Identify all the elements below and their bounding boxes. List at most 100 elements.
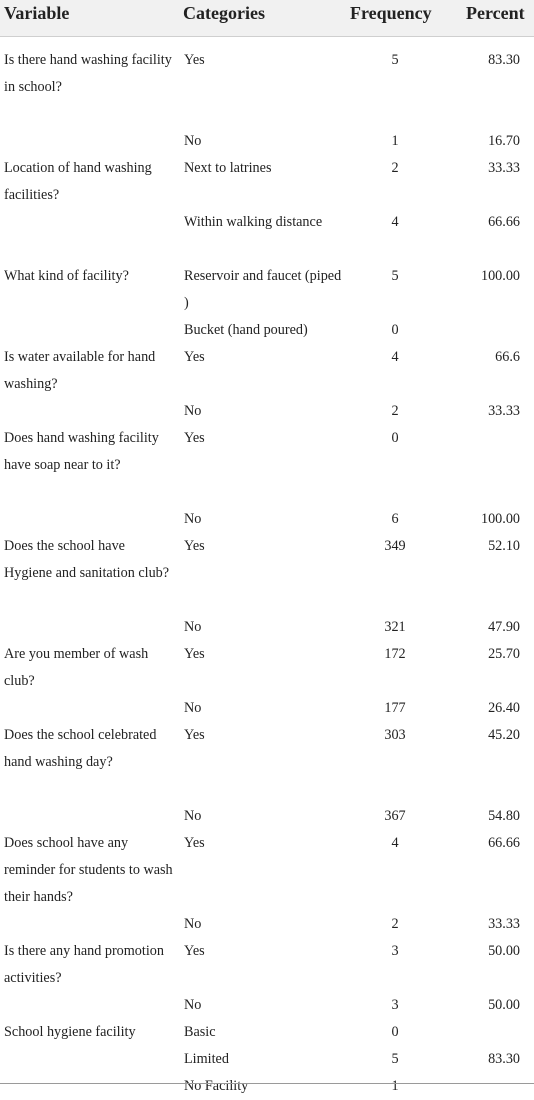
- table-row: Location of hand washing facilities? Next…: [0, 144, 534, 203]
- table-row: Limited 5 83.30: [0, 1035, 534, 1067]
- cell-frequency: 3: [391, 943, 399, 959]
- cell-percent: 100.00: [480, 268, 520, 284]
- table-row: No 321 47.90: [0, 603, 534, 635]
- table-row: No 367 54.80: [0, 792, 534, 824]
- cell-variable: Does school have any reminder for studen…: [4, 835, 173, 905]
- header-frequency: Frequency: [350, 3, 432, 23]
- cell-frequency: 0: [391, 430, 399, 446]
- cell-frequency: 0: [391, 322, 399, 338]
- cell-percent: 54.80: [488, 808, 520, 824]
- cell-percent: 26.40: [488, 700, 520, 716]
- cell-frequency: 0: [391, 1024, 399, 1040]
- table-row: No 177 26.40: [0, 684, 534, 716]
- cell-percent: 66.66: [488, 214, 520, 230]
- cell-percent: 66.66: [488, 835, 520, 851]
- cell-variable: Is there hand washing facility in school…: [4, 52, 172, 95]
- cell-frequency: 1: [391, 133, 399, 149]
- cell-variable: Location of hand washing facilities?: [4, 160, 152, 203]
- table-row: No 2 33.33: [0, 900, 534, 932]
- cell-category: Yes: [184, 430, 205, 446]
- cell-variable: What kind of facility?: [4, 268, 129, 284]
- table-row: No 2 33.33: [0, 387, 534, 419]
- cell-frequency: 172: [384, 646, 406, 662]
- table-row: Does school have any reminder for studen…: [0, 819, 534, 905]
- cell-frequency: 3: [391, 997, 399, 1013]
- table-row: No 1 16.70: [0, 117, 534, 149]
- cell-frequency: 4: [391, 214, 399, 230]
- cell-variable: School hygiene facility: [4, 1024, 136, 1040]
- cell-frequency: 1: [391, 1078, 399, 1094]
- cell-frequency: 5: [391, 1051, 399, 1067]
- table-row: No Facility 1: [0, 1062, 534, 1094]
- header-categories: Categories: [183, 3, 265, 23]
- table-row: No 3 50.00: [0, 981, 534, 1013]
- cell-category: Yes: [184, 538, 205, 554]
- cell-variable: Does hand washing facility have soap nea…: [4, 430, 159, 473]
- cell-percent: 47.90: [488, 619, 520, 635]
- cell-variable: Are you member of wash club?: [4, 646, 149, 689]
- cell-category: Within walking distance: [184, 214, 323, 230]
- cell-percent: 83.30: [488, 1051, 520, 1067]
- header-variable: Variable: [4, 3, 70, 23]
- cell-percent: 100.00: [480, 511, 520, 527]
- table-row: What kind of facility? Reservoir and fauc…: [0, 252, 534, 311]
- cell-variable: Does the school celebrated hand washing …: [4, 727, 157, 770]
- cell-percent: 52.10: [488, 538, 520, 554]
- cell-frequency: 367: [384, 808, 406, 824]
- cell-percent: 16.70: [488, 133, 520, 149]
- cell-category: No: [184, 619, 202, 635]
- cell-variable: Is there any hand promotion activities?: [4, 943, 164, 986]
- cell-frequency: 303: [384, 727, 406, 743]
- cell-category: Limited: [184, 1051, 229, 1067]
- cell-category: No: [184, 403, 202, 419]
- cell-category: Bucket (hand poured): [184, 322, 308, 338]
- table-row: Does the school celebrated hand washing …: [0, 711, 534, 792]
- cell-percent: 50.00: [488, 943, 520, 959]
- cell-frequency: 177: [384, 700, 406, 716]
- cell-percent: 33.33: [488, 160, 520, 176]
- cell-frequency: 5: [391, 268, 399, 284]
- cell-frequency: 349: [384, 538, 406, 554]
- cell-variable: Is water available for hand washing?: [4, 349, 156, 392]
- cell-category: Yes: [184, 646, 205, 662]
- cell-frequency: 6: [391, 511, 399, 527]
- cell-frequency: 2: [391, 403, 399, 419]
- cell-frequency: 321: [384, 619, 406, 635]
- cell-percent: 66.6: [495, 349, 520, 365]
- cell-frequency: 5: [391, 52, 399, 68]
- cell-category: Yes: [184, 52, 205, 68]
- cell-category: Yes: [184, 727, 205, 743]
- cell-percent: 25.70: [488, 646, 520, 662]
- table-row: Is there hand washing facility in school…: [0, 36, 534, 117]
- cell-percent: 33.33: [488, 403, 520, 419]
- table-row: School hygiene facility Basic 0: [0, 1008, 534, 1040]
- cell-category: No Facility: [184, 1078, 249, 1094]
- table-row: Are you member of wash club? Yes 172 25.70: [0, 630, 534, 689]
- table-row: Does hand washing facility have soap nea…: [0, 414, 534, 495]
- cell-category: No: [184, 511, 202, 527]
- cell-percent: 45.20: [488, 727, 520, 743]
- header-percent: Percent: [466, 3, 525, 23]
- cell-frequency: 4: [391, 835, 399, 851]
- cell-percent: 33.33: [488, 916, 520, 932]
- cell-category: Yes: [184, 943, 205, 959]
- table-row: Within walking distance 4 66.66: [0, 198, 534, 252]
- cell-category: No: [184, 700, 202, 716]
- cell-category: No: [184, 997, 202, 1013]
- cell-frequency: 4: [391, 349, 399, 365]
- cell-category: No: [184, 133, 202, 149]
- cell-category: Next to latrines: [184, 160, 272, 176]
- cell-category: Reservoir and faucet (piped ): [184, 268, 342, 311]
- table-row: Does the school have Hygiene and sanitat…: [0, 522, 534, 603]
- table-bottom-rule: [0, 1083, 534, 1084]
- cell-category: Yes: [184, 349, 205, 365]
- table-row: Is there any hand promotion activities? Y…: [0, 927, 534, 986]
- table-row: Is water available for hand washing? Yes 4…: [0, 333, 534, 392]
- cell-frequency: 2: [391, 916, 399, 932]
- cell-percent: 83.30: [488, 52, 520, 68]
- cell-variable: Does the school have Hygiene and sanitat…: [4, 538, 170, 581]
- cell-category: Basic: [184, 1024, 216, 1040]
- table-body: Is there hand washing facility in school…: [0, 36, 534, 1094]
- cell-percent: 50.00: [488, 997, 520, 1013]
